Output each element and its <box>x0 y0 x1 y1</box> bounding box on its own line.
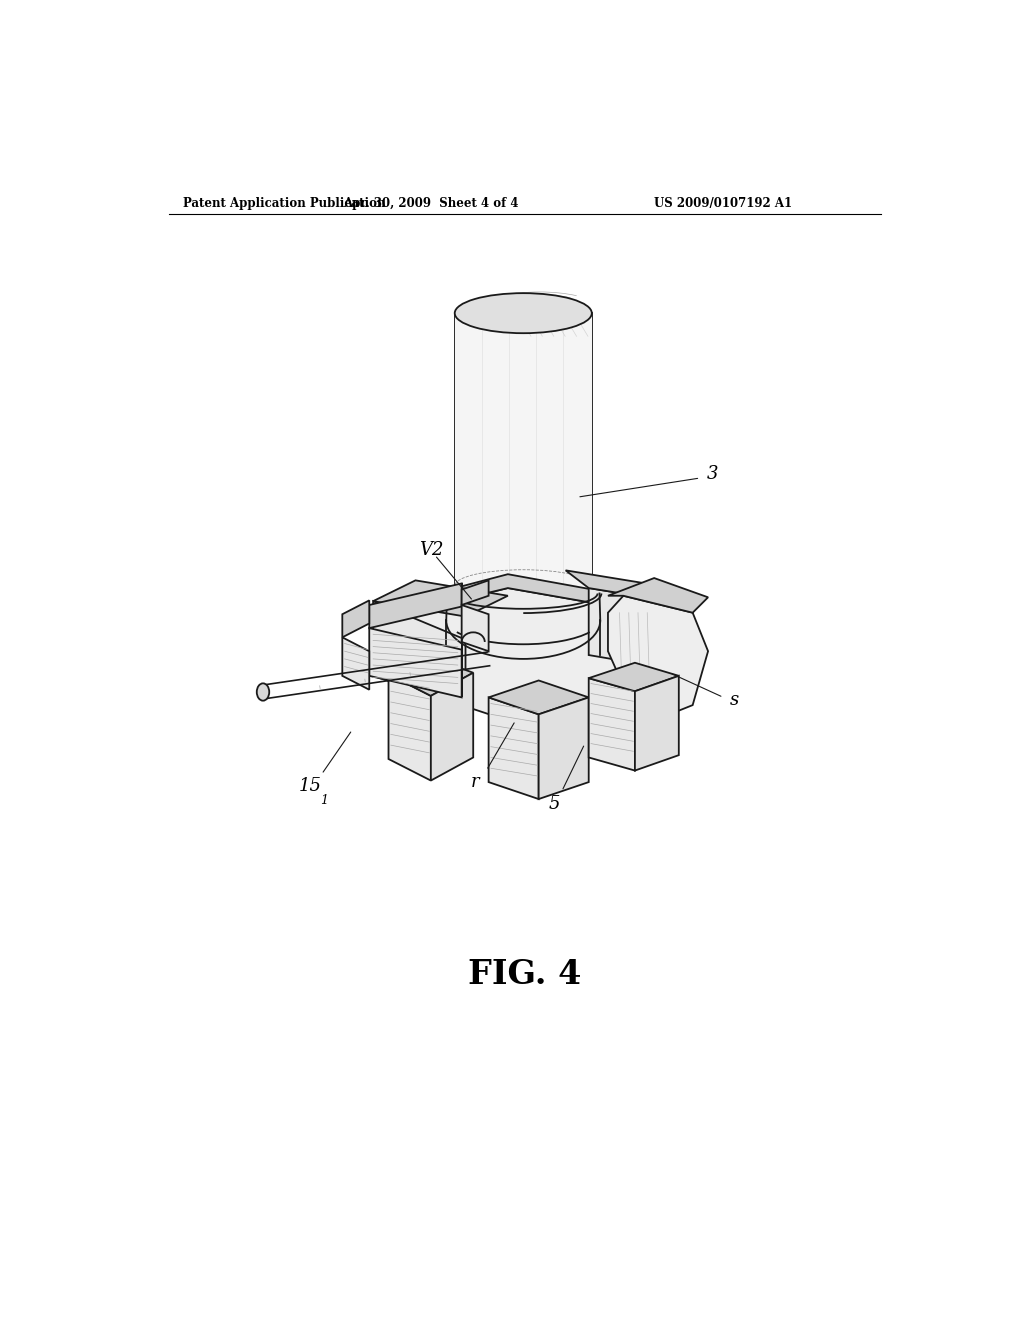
Text: Patent Application Publication: Patent Application Publication <box>183 197 385 210</box>
Polygon shape <box>565 570 692 605</box>
Text: US 2009/0107192 A1: US 2009/0107192 A1 <box>654 197 793 210</box>
Polygon shape <box>488 697 539 799</box>
Text: s: s <box>730 690 739 709</box>
Polygon shape <box>373 601 466 713</box>
Polygon shape <box>635 676 679 771</box>
Text: V2: V2 <box>419 541 443 558</box>
Polygon shape <box>373 589 692 721</box>
Polygon shape <box>370 628 462 697</box>
Polygon shape <box>388 657 473 696</box>
Polygon shape <box>589 678 635 771</box>
Polygon shape <box>608 595 708 721</box>
Text: FIG. 4: FIG. 4 <box>468 958 582 991</box>
Polygon shape <box>388 675 431 780</box>
Text: 15: 15 <box>298 777 322 795</box>
Polygon shape <box>462 581 488 605</box>
Polygon shape <box>589 663 679 692</box>
Text: r: r <box>471 774 480 791</box>
Polygon shape <box>342 638 370 689</box>
Polygon shape <box>373 574 692 620</box>
Text: 5: 5 <box>548 795 560 813</box>
Polygon shape <box>608 578 708 612</box>
Polygon shape <box>342 601 370 638</box>
Polygon shape <box>539 697 589 799</box>
Polygon shape <box>431 673 473 780</box>
Ellipse shape <box>455 293 592 333</box>
Polygon shape <box>488 681 589 714</box>
Text: 3: 3 <box>707 465 718 483</box>
Text: Apr. 30, 2009  Sheet 4 of 4: Apr. 30, 2009 Sheet 4 of 4 <box>343 197 518 210</box>
Polygon shape <box>370 583 462 628</box>
Polygon shape <box>462 605 488 651</box>
Polygon shape <box>455 313 592 586</box>
Polygon shape <box>373 581 508 616</box>
Polygon shape <box>589 589 692 673</box>
Ellipse shape <box>257 684 269 701</box>
Text: 1: 1 <box>319 795 328 808</box>
